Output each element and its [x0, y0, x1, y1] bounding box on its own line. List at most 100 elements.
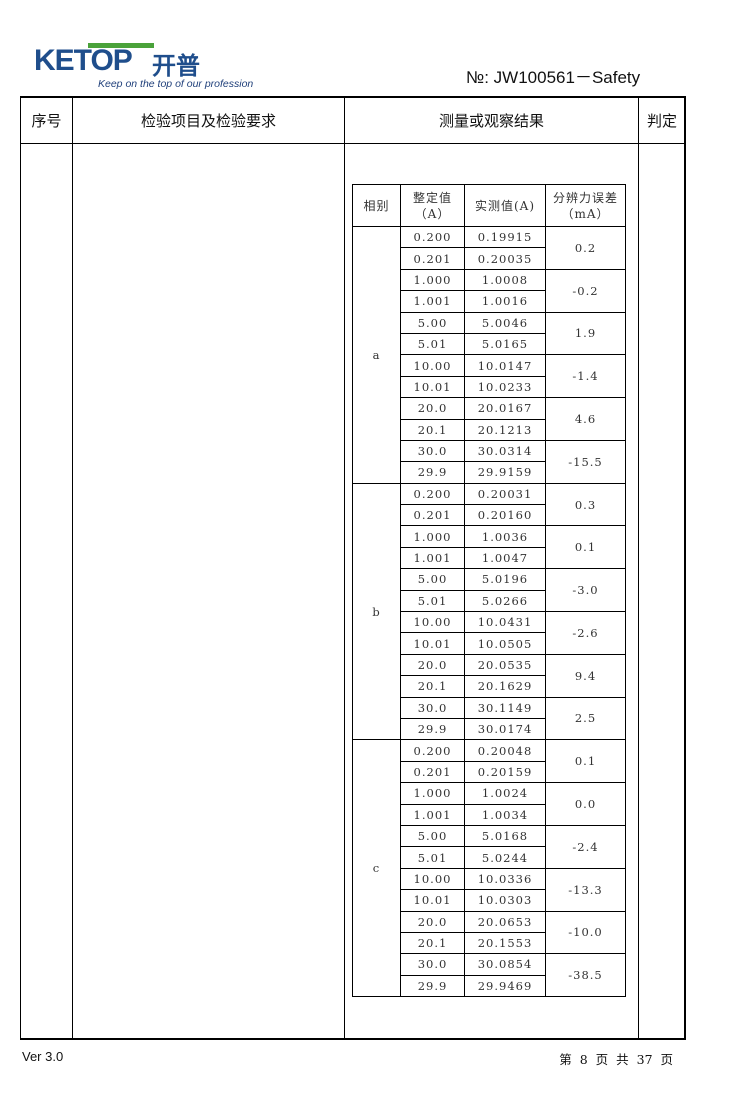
measured-cell: 0.20159: [464, 760, 546, 784]
setting-cell: 5.01: [400, 589, 465, 613]
error-cell: -38.5: [545, 953, 626, 998]
measured-cell: 10.0505: [464, 632, 546, 655]
error-cell: -15.5: [545, 439, 626, 484]
measured-cell: 5.0046: [464, 311, 546, 334]
version: Ver 3.0: [22, 1049, 64, 1064]
phase-cell: a: [352, 226, 401, 484]
setting-cell: 29.9: [400, 974, 465, 998]
setting-cell: 1.000: [400, 525, 465, 548]
logo-bar: [88, 43, 154, 48]
measured-cell: 0.20048: [464, 739, 546, 762]
error-cell: 4.6: [545, 397, 626, 441]
setting-cell: 10.01: [400, 375, 465, 399]
setting-cell: 29.9: [400, 717, 465, 741]
header-verdict: 判定: [646, 112, 677, 130]
table-row: 10.00 10.0147 -1.4: [353, 354, 626, 399]
measured-cell: 20.0167: [464, 397, 546, 420]
measured-cell: 5.0244: [464, 846, 546, 869]
table-row: 20.1 20.1553: [353, 931, 626, 955]
setting-cell: 10.00: [400, 867, 465, 891]
divider: [72, 98, 73, 1038]
setting-cell: 30.0: [400, 439, 465, 463]
measured-cell: 1.0008: [464, 268, 546, 292]
measured-cell: 29.9159: [464, 461, 546, 484]
col-phase: 相别: [352, 184, 401, 227]
setting-cell: 1.001: [400, 290, 465, 313]
setting-cell: 0.200: [400, 482, 465, 506]
table-row: 20.1 20.1629: [353, 675, 626, 698]
table-row: 1.001 1.0047: [353, 546, 626, 570]
setting-cell: 0.200: [400, 225, 465, 249]
logo-cn: 开普: [152, 52, 200, 80]
table-row: 5.00 5.0168 -2.4: [353, 824, 626, 869]
header-serial: 序号: [31, 112, 62, 130]
error-cell: 9.4: [545, 653, 626, 698]
page-number: 第 8 页 共 37 页: [559, 1052, 673, 1067]
measured-cell: 30.0854: [464, 953, 546, 976]
setting-cell: 29.9: [400, 461, 465, 484]
error-cell: -2.6: [545, 611, 626, 655]
measured-cell: 30.0174: [464, 717, 546, 741]
logo-slogan: Keep on the top of our profession: [98, 78, 254, 90]
measured-cell: 20.0535: [464, 653, 546, 677]
table-row: 10.00 10.0431 -2.6: [353, 611, 626, 655]
inspection-table: 序号 检验项目及检验要求 测量或观察结果 判定: [20, 96, 686, 1040]
error-cell: -1.4: [545, 354, 626, 399]
measured-cell: 1.0034: [464, 803, 546, 826]
col-error: 分辨力误差（mA）: [545, 184, 626, 227]
setting-cell: 1.000: [400, 268, 465, 292]
phase-cell: b: [352, 482, 401, 741]
table-row: 1.001 1.0016: [353, 290, 626, 313]
phase-cell: c: [352, 739, 401, 998]
table-row: 1.001 1.0034: [353, 803, 626, 826]
logo-text: KETOP: [34, 44, 133, 77]
setting-cell: 30.0: [400, 953, 465, 976]
table-row: b 0.200 0.20031 0.3: [352, 482, 626, 741]
table-row: c 0.200 0.20048 0.1: [352, 739, 626, 998]
table-row: 20.0 20.0653 -10.0: [353, 910, 626, 955]
measured-cell: 1.0036: [464, 525, 546, 548]
error-cell: -13.3: [545, 867, 626, 912]
measured-cell: 0.20031: [464, 482, 546, 506]
measured-cell: 20.1629: [464, 675, 546, 698]
divider: [638, 98, 639, 1038]
table-row: 10.01 10.0505: [353, 632, 626, 655]
table-row: 5.01 5.0165: [353, 332, 626, 356]
error-cell: -3.0: [545, 568, 626, 613]
measured-cell: 1.0016: [464, 290, 546, 313]
measured-cell: 1.0024: [464, 782, 546, 805]
setting-cell: 10.01: [400, 889, 465, 912]
col-setting: 整定值（A）: [400, 184, 465, 227]
setting-cell: 20.0: [400, 910, 465, 933]
setting-cell: 20.1: [400, 418, 465, 441]
table-row: 0.201 0.20159: [353, 760, 626, 784]
table-row: 10.00 10.0336 -13.3: [353, 867, 626, 912]
divider: [21, 143, 684, 144]
divider: [344, 98, 345, 1038]
measured-cell: 1.0047: [464, 546, 546, 570]
setting-cell: 5.00: [400, 311, 465, 334]
setting-cell: 20.0: [400, 397, 465, 420]
setting-cell: 0.201: [400, 504, 465, 527]
setting-cell: 1.001: [400, 803, 465, 826]
error-cell: 0.1: [545, 739, 626, 784]
table-row: 29.9 29.9469: [353, 974, 626, 998]
error-cell: 2.5: [545, 696, 626, 741]
setting-cell: 20.1: [400, 931, 465, 955]
setting-cell: 5.01: [400, 332, 465, 356]
measured-cell: 5.0168: [464, 824, 546, 848]
table-row: 30.0 30.0854 -38.5: [353, 953, 626, 998]
measured-cell: 10.0233: [464, 375, 546, 399]
measured-cell: 10.0336: [464, 867, 546, 891]
table-row: 1.000 1.0024 0.0: [353, 782, 626, 826]
measurement-table: 相别 整定值（A） 实测值(A) 分辨力误差（mA） a 0.200 0.19915…: [352, 184, 626, 998]
table-row: 20.0 20.0535 9.4: [353, 653, 626, 698]
measured-cell: 5.0266: [464, 589, 546, 613]
table-row: 5.01 5.0244: [353, 846, 626, 869]
error-cell: 0.3: [545, 482, 626, 527]
measured-cell: 10.0431: [464, 611, 546, 634]
measured-cell: 0.19915: [464, 225, 546, 249]
error-cell: -10.0: [545, 910, 626, 955]
table-row: 10.01 10.0233: [353, 375, 626, 399]
measured-cell: 5.0196: [464, 568, 546, 591]
